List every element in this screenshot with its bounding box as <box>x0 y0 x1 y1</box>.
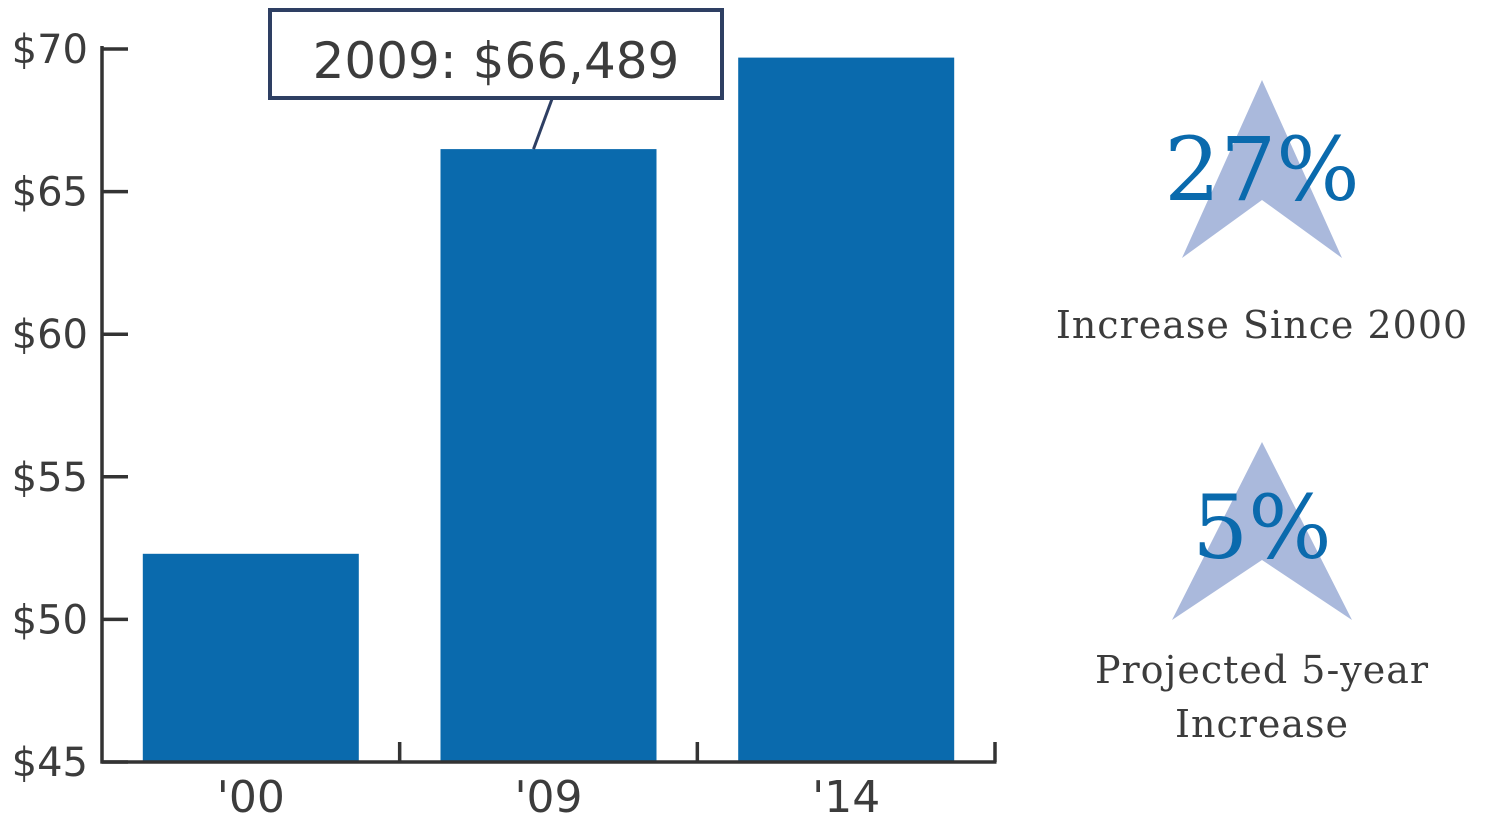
x-tick-label: '14 <box>812 772 880 819</box>
stat-value: 27% <box>1164 118 1360 221</box>
x-tick-label: '00 <box>217 772 285 819</box>
y-tick-label: $50 <box>12 597 88 643</box>
callout-text: 2009: $66,489 <box>313 32 680 90</box>
stat-value: 5% <box>1192 476 1332 579</box>
stat-caption: Projected 5-year <box>1095 648 1429 692</box>
bar-1 <box>440 149 657 763</box>
y-tick-label: $65 <box>12 170 88 216</box>
bar-2 <box>738 57 955 763</box>
y-tick-label: $60 <box>12 312 88 358</box>
x-tick-label: '09 <box>514 772 582 819</box>
callout-box <box>268 8 724 100</box>
stat-caption: Increase Since 2000 <box>1056 303 1468 347</box>
star-icon <box>1182 80 1342 258</box>
bar-0 <box>142 553 359 762</box>
callout-leader-line <box>532 98 554 150</box>
y-tick-label: $70 <box>12 27 88 73</box>
y-tick-label: $55 <box>12 455 88 501</box>
y-tick-label: $45 <box>12 740 88 786</box>
star-icon <box>1172 442 1352 620</box>
stat-caption: Increase <box>1175 702 1349 746</box>
